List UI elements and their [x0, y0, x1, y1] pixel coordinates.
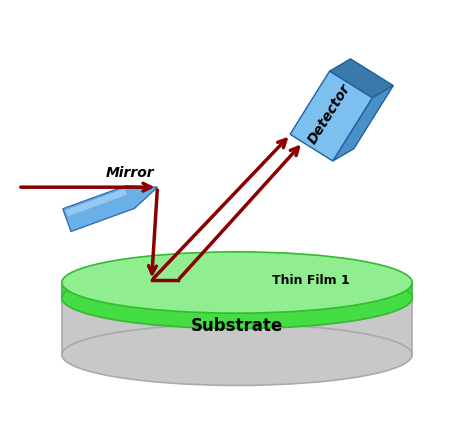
Ellipse shape [62, 324, 412, 385]
Polygon shape [333, 85, 393, 161]
Polygon shape [290, 71, 372, 161]
Polygon shape [329, 59, 393, 98]
Polygon shape [63, 186, 157, 231]
Ellipse shape [62, 252, 412, 313]
Polygon shape [62, 283, 412, 298]
Text: Substrate: Substrate [191, 317, 283, 336]
Text: Mirror: Mirror [105, 166, 154, 180]
Text: Detector: Detector [305, 81, 353, 146]
Ellipse shape [62, 267, 412, 328]
Polygon shape [65, 189, 127, 216]
Text: Thin Film 1: Thin Film 1 [272, 275, 350, 287]
Ellipse shape [62, 267, 412, 328]
Polygon shape [62, 298, 412, 355]
